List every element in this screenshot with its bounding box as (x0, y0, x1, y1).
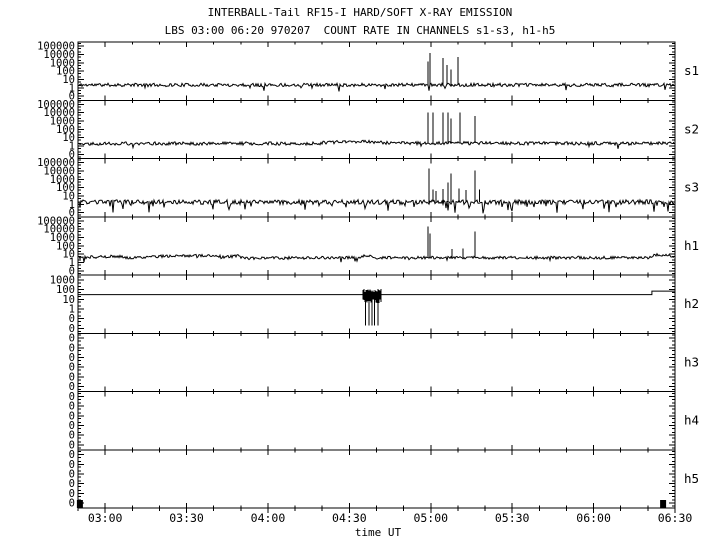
panel-s1 (77, 41, 676, 101)
panel-h2 (77, 274, 676, 334)
y-tick-label: 0 (69, 420, 75, 432)
y-tick-label: 10 (62, 132, 75, 144)
y-tick-label: 0 (69, 410, 75, 422)
panel-s2 (77, 99, 676, 159)
panel-h3 (77, 332, 676, 392)
x-tick-label: 03:30 (169, 511, 204, 525)
panel-label-h2: h2 (684, 296, 699, 311)
y-tick-label: 10000 (43, 107, 75, 119)
y-tick-label: 100000 (37, 41, 75, 53)
x-tick-label: 05:00 (413, 511, 448, 525)
trace-s3 (78, 198, 675, 214)
y-tick-label: 0 (69, 391, 75, 403)
interval-marker (76, 500, 83, 508)
y-tick-label: 1000 (50, 116, 75, 128)
y-tick-label: 100 (56, 66, 75, 78)
y-tick-label: 100 (56, 124, 75, 136)
x-tick-label: 04:30 (332, 511, 367, 525)
y-tick-label: 10 (62, 74, 75, 86)
trace-h1 (78, 252, 675, 263)
x-tick-label: 06:30 (658, 511, 693, 525)
y-tick-label: 100 (56, 284, 75, 296)
y-tick-label: 0 (69, 459, 75, 471)
y-tick-label: 0 (69, 323, 75, 335)
panel-label-s2: s2 (684, 121, 699, 136)
trace-s2 (78, 139, 675, 150)
y-tick-label: 10000 (43, 49, 75, 61)
y-tick-label: 100000 (37, 99, 75, 111)
chart-subtitle: LBS 03:00 06:20 970207 COUNT RATE IN CHA… (164, 24, 556, 37)
x-tick-label: 04:00 (251, 511, 286, 525)
y-tick-label: 0 (69, 342, 75, 354)
y-tick-label: 1 (69, 82, 75, 94)
y-tick-label: 100000 (37, 157, 75, 169)
y-tick-label: 10 (62, 190, 75, 202)
y-tick-label: 0 (69, 449, 75, 461)
panel-label-s3: s3 (684, 180, 699, 195)
y-tick-label: 0 (69, 362, 75, 374)
y-tick-label: 0 (69, 488, 75, 500)
panel-h4 (77, 391, 676, 451)
y-tick-label: 0 (69, 313, 75, 325)
y-tick-label: 0 (69, 478, 75, 490)
interval-marker (660, 500, 667, 508)
y-tick-label: 1 (69, 303, 75, 315)
panel-label-h1: h1 (684, 238, 699, 253)
x-tick-label: 06:00 (576, 511, 611, 525)
panel-label-s1: s1 (684, 63, 699, 78)
y-tick-label: 1 (69, 199, 75, 211)
panel-h1 (77, 216, 676, 276)
y-tick-label: 10000 (43, 224, 75, 236)
y-tick-label: 0 (69, 371, 75, 383)
y-tick-label: 0 (69, 265, 75, 277)
panel-label-h4: h4 (684, 413, 699, 428)
y-tick-label: 1000 (50, 232, 75, 244)
y-tick-label: 0 (69, 333, 75, 345)
panel-s3 (77, 158, 676, 218)
panel-label-h5: h5 (684, 471, 699, 486)
trace-s1 (78, 81, 675, 92)
y-tick-label: 0 (69, 430, 75, 442)
chart-title: INTERBALL-Tail RF15-I HARD/SOFT X-RAY EM… (207, 6, 513, 19)
panel-h5 (77, 449, 676, 509)
y-tick-label: 0 (69, 149, 75, 161)
y-tick-label: 1000 (50, 274, 75, 286)
y-tick-label: 0 (69, 401, 75, 413)
y-tick-label: 1000 (50, 57, 75, 69)
y-tick-label: 0 (69, 207, 75, 219)
y-tick-label: 0 (69, 498, 75, 510)
y-tick-label: 10 (62, 249, 75, 261)
x-tick-label: 05:30 (495, 511, 530, 525)
y-tick-label: 10000 (43, 165, 75, 177)
y-tick-label: 0 (69, 469, 75, 481)
y-tick-label: 100000 (37, 215, 75, 227)
y-tick-label: 0 (69, 91, 75, 103)
y-tick-label: 1 (69, 257, 75, 269)
y-tick-label: 0 (69, 439, 75, 451)
y-tick-label: 0 (69, 381, 75, 393)
x-tick-label: 03:00 (88, 511, 123, 525)
y-tick-label: 1000 (50, 174, 75, 186)
y-tick-label: 0 (69, 352, 75, 364)
y-tick-label: 100 (56, 240, 75, 252)
y-tick-label: 100 (56, 182, 75, 194)
y-tick-label: 1 (69, 141, 75, 153)
panel-label-h3: h3 (684, 354, 699, 369)
x-axis-label: time UT (354, 526, 402, 539)
y-tick-label: 10 (62, 294, 75, 306)
